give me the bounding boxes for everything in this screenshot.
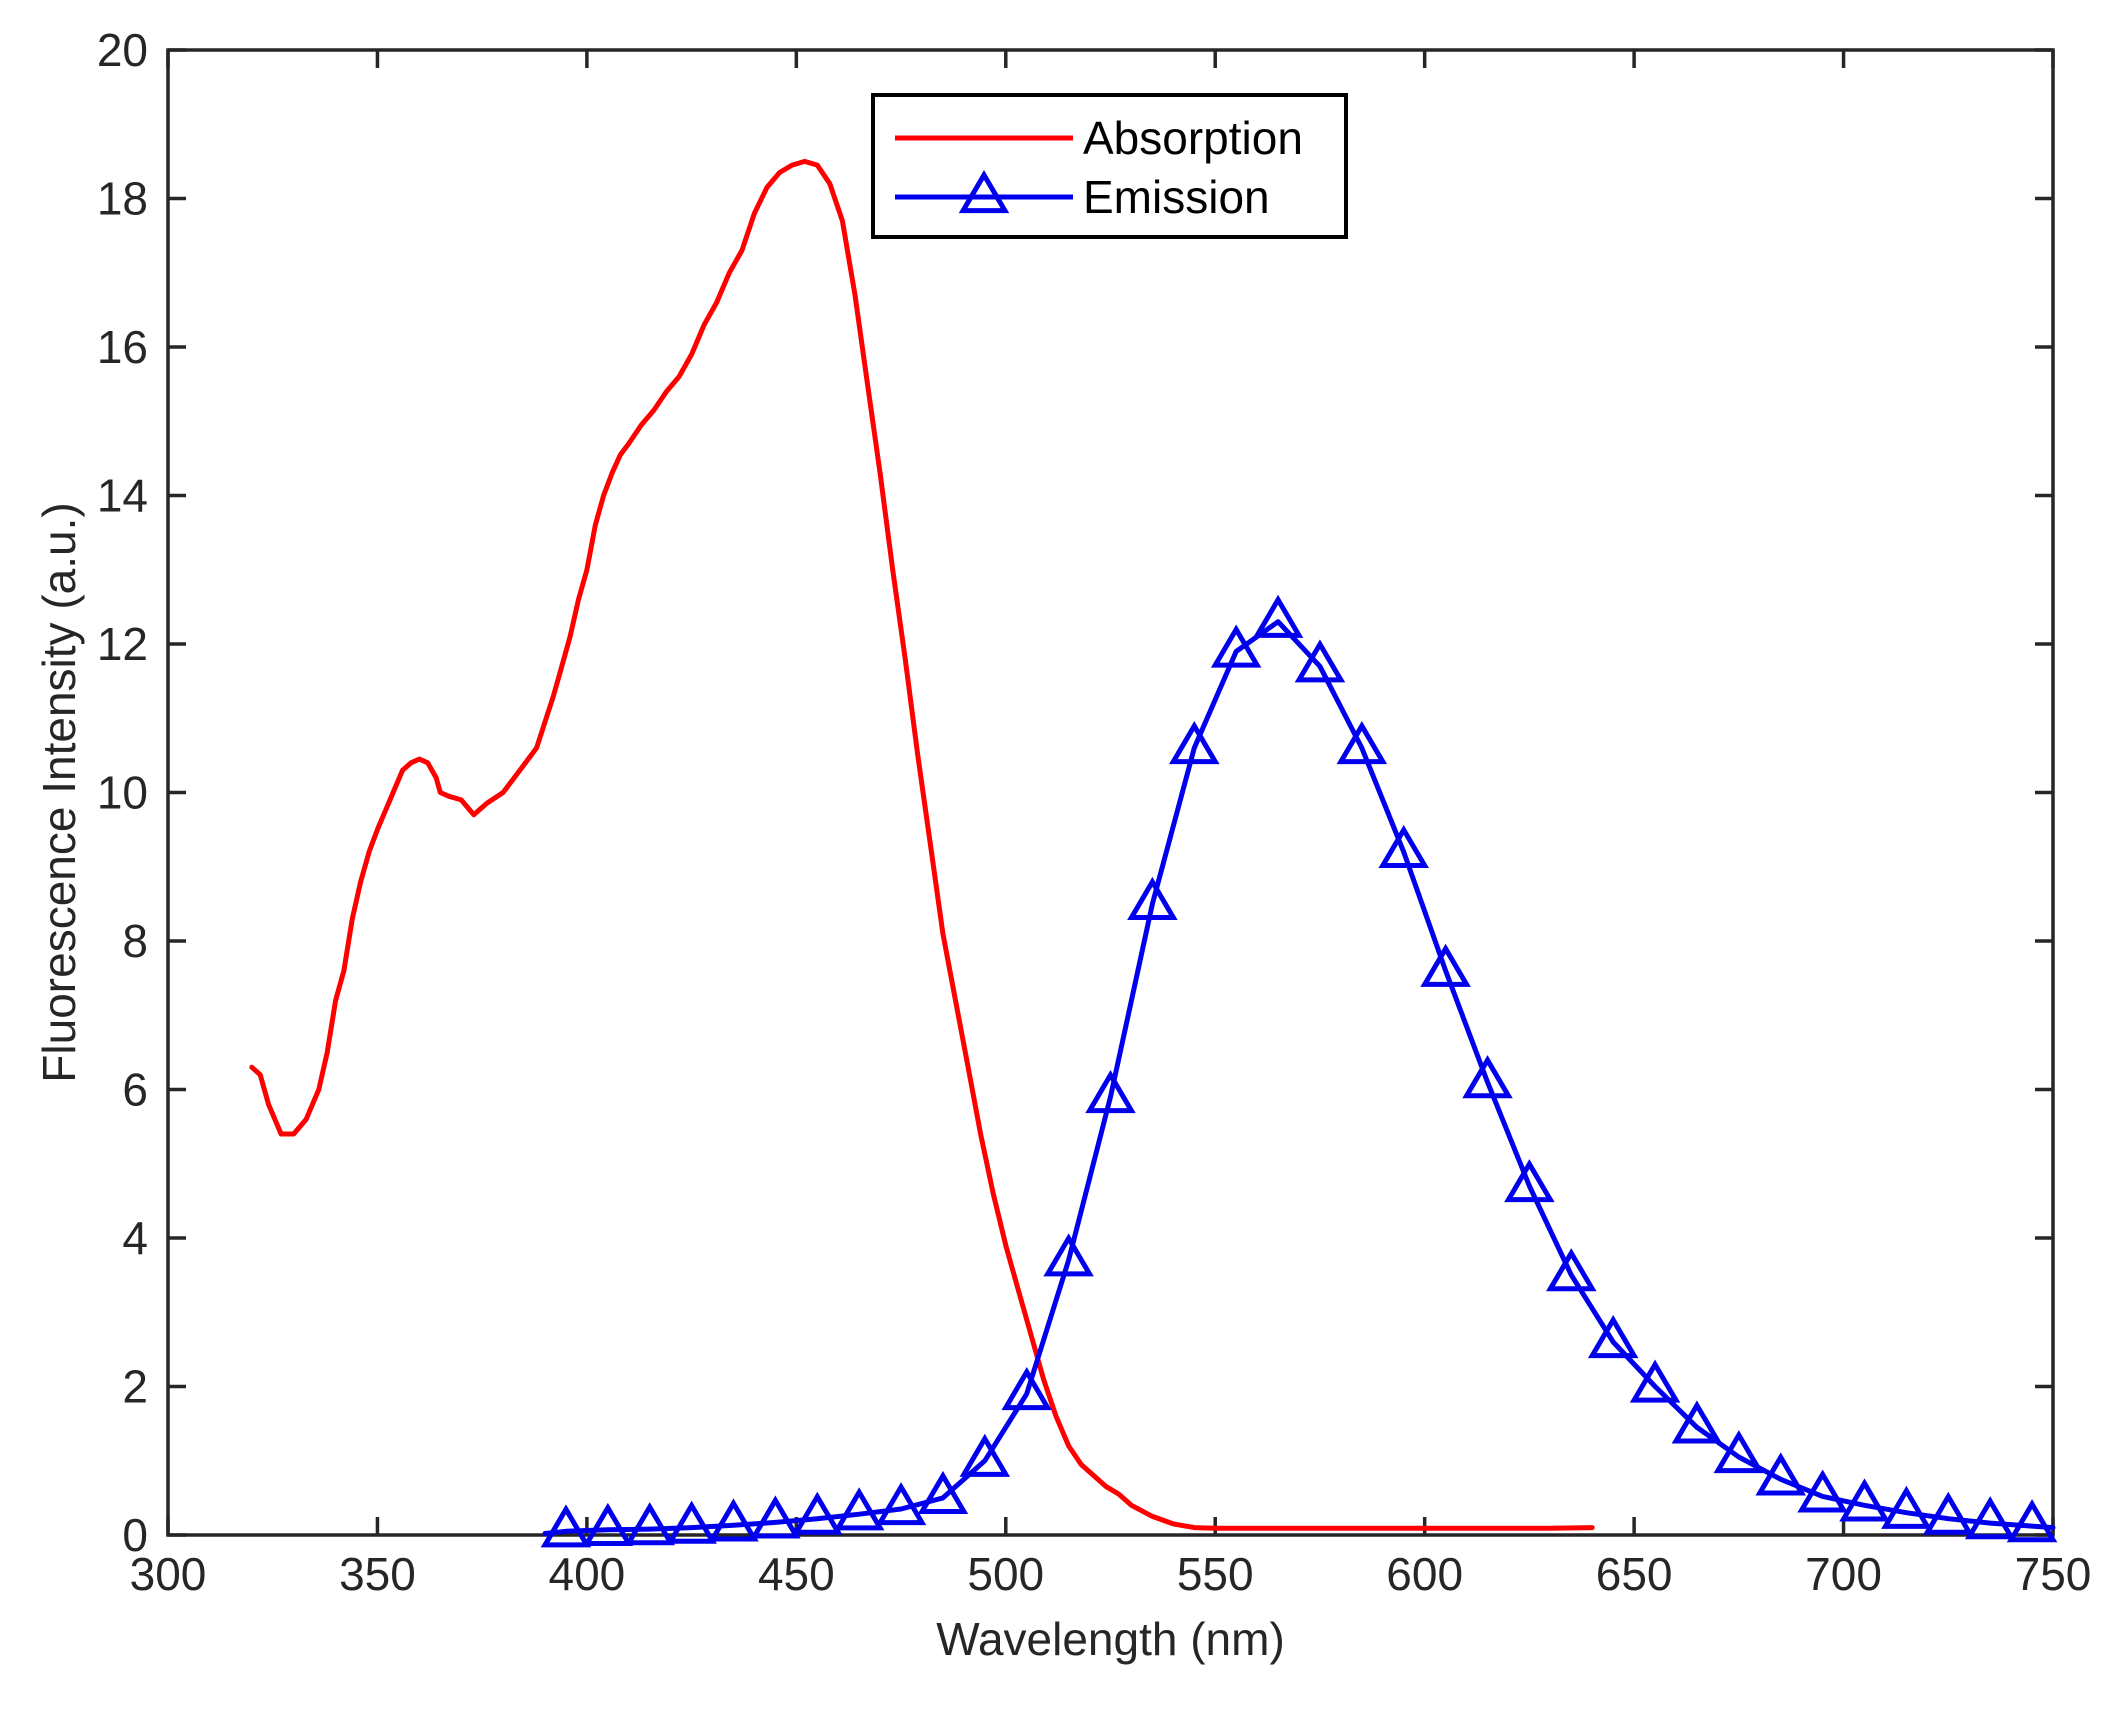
legend-label-absorption: Absorption	[1083, 112, 1303, 164]
emission-point	[1839, 1478, 1890, 1522]
axes-box	[166, 48, 2055, 1537]
emission-point	[917, 1470, 969, 1515]
emission-point	[1504, 1159, 1555, 1203]
x-axis-ticks: 300 350 400 450 500 550 600 650 700 750	[130, 50, 2092, 1600]
emission-point	[1043, 1233, 1094, 1277]
emission-point	[792, 1491, 843, 1535]
emission-point	[1336, 721, 1388, 765]
emission-point	[1713, 1430, 1765, 1474]
emission-point	[1546, 1248, 1597, 1292]
legend-triangle-marker-icon	[958, 170, 1010, 214]
y-tick-label: 16	[97, 321, 148, 373]
emission-point	[1378, 824, 1429, 869]
y-axis-ticks: 0 2 4 6 8 10 12 14 16 18 20	[97, 24, 2053, 1561]
emission-point	[1587, 1315, 1639, 1359]
y-tick-label: 6	[122, 1064, 148, 1116]
y-tick-label: 20	[97, 24, 148, 76]
emission-point	[1671, 1400, 1723, 1444]
emission-point	[750, 1495, 801, 1539]
y-tick-label: 8	[122, 915, 148, 967]
emission-point	[582, 1502, 634, 1546]
x-tick-label: 700	[1805, 1548, 1882, 1600]
y-tick-label: 12	[97, 618, 148, 670]
emission-point	[1881, 1485, 1932, 1529]
x-axis-title: Wavelength (nm)	[936, 1613, 1285, 1665]
x-tick-label: 350	[339, 1548, 416, 1600]
emission-point	[1001, 1366, 1052, 1411]
emission-point	[1797, 1469, 1848, 1513]
legend: Absorption Emission	[871, 93, 1348, 239]
x-tick-label: 500	[967, 1548, 1044, 1600]
series-line-emission	[542, 619, 2056, 1536]
emission-point	[540, 1504, 592, 1548]
emission-point	[1420, 943, 1471, 987]
emission-point	[708, 1498, 759, 1542]
emission-point	[1462, 1055, 1513, 1099]
legend-label-emission: Emission	[1083, 171, 1270, 223]
emission-point	[833, 1487, 885, 1531]
y-tick-label: 2	[122, 1361, 148, 1413]
emission-point	[1210, 624, 1262, 668]
x-tick-label: 400	[549, 1548, 626, 1600]
y-tick-label: 4	[122, 1212, 148, 1264]
emission-point	[1085, 1069, 1136, 1114]
emission-point	[1755, 1452, 1806, 1496]
x-tick-label: 450	[758, 1548, 835, 1600]
emission-point	[624, 1502, 675, 1546]
emission-point	[875, 1482, 927, 1526]
emission-point	[2006, 1499, 2058, 1543]
y-tick-label: 18	[97, 173, 148, 225]
series-layer	[249, 158, 2058, 1548]
plot-area	[166, 48, 2055, 1537]
emission-point	[1629, 1359, 1681, 1403]
x-tick-label: 750	[2015, 1548, 2092, 1600]
x-tick-label: 300	[130, 1548, 207, 1600]
y-tick-label: 10	[97, 767, 148, 819]
x-tick-label: 650	[1596, 1548, 1673, 1600]
x-tick-label: 600	[1386, 1548, 1463, 1600]
emission-point	[959, 1433, 1011, 1477]
emission-point	[1169, 721, 1220, 765]
series-line-absorption	[249, 158, 1595, 1531]
y-axis-title: Fluorescence Intensity (a.u.)	[33, 502, 85, 1082]
emission-point	[666, 1500, 717, 1544]
legend-box	[871, 93, 1348, 239]
emission-point	[1964, 1496, 2016, 1540]
emission-point	[1294, 639, 1346, 683]
y-tick-label: 0	[122, 1509, 148, 1561]
emission-point	[1923, 1491, 1974, 1535]
emission-point	[1252, 594, 1304, 638]
emission-point	[1127, 876, 1178, 921]
x-tick-label: 550	[1177, 1548, 1254, 1600]
y-tick-label: 14	[97, 470, 148, 522]
